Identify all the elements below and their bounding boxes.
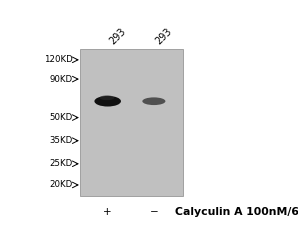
Text: 293: 293 — [108, 26, 128, 46]
Text: 293: 293 — [154, 26, 174, 46]
Text: 120KD: 120KD — [44, 55, 73, 64]
Text: 20KD: 20KD — [50, 180, 73, 190]
Bar — [80, 49, 183, 196]
Ellipse shape — [94, 96, 121, 106]
Text: 35KD: 35KD — [50, 136, 73, 145]
Text: +: + — [103, 207, 112, 217]
Ellipse shape — [100, 96, 114, 100]
Ellipse shape — [142, 97, 165, 105]
Text: 90KD: 90KD — [50, 74, 73, 84]
Text: 25KD: 25KD — [50, 159, 73, 168]
Text: −: − — [150, 207, 158, 217]
Text: Calyculin A 100nM/60min: Calyculin A 100nM/60min — [175, 207, 298, 217]
Text: 50KD: 50KD — [50, 113, 73, 122]
